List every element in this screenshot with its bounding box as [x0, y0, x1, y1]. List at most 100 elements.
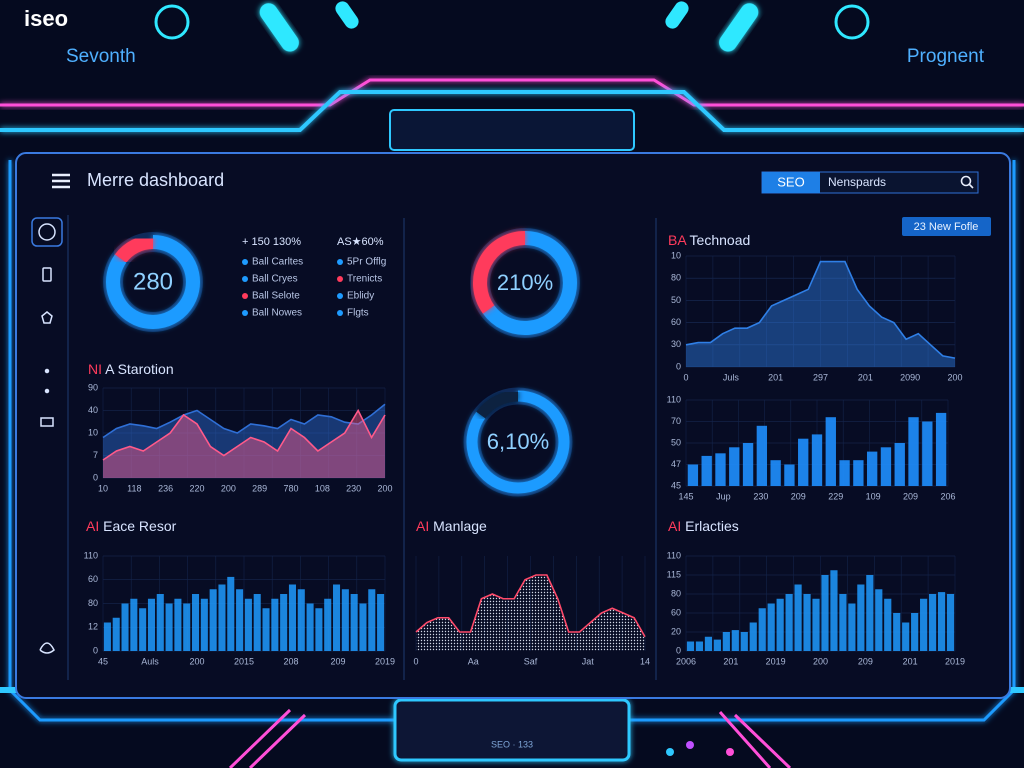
area-line [415, 574, 646, 638]
legend-header: AS★60% [337, 236, 384, 248]
bar [776, 598, 784, 651]
area-fill [416, 575, 645, 651]
area-fill [686, 261, 955, 367]
x-tick-label: 201 [768, 372, 783, 382]
y-tick-label: 0 [93, 472, 98, 482]
y-tick-label: 47 [671, 459, 681, 469]
legend-swatch [242, 276, 248, 282]
bar [174, 598, 182, 651]
x-tick-label: 2019 [945, 656, 965, 666]
y-tick-label: 0 [676, 645, 681, 655]
x-tick-label: 2006 [676, 656, 696, 666]
bar [908, 417, 919, 486]
chart-title-text: A Starotion [105, 361, 174, 377]
x-tick-label: 201 [723, 656, 738, 666]
y-tick-label: 80 [671, 588, 681, 598]
x-tick-label: 10 [98, 483, 108, 493]
y-tick-label: 45 [671, 480, 681, 490]
x-tick-label: Saf [524, 656, 538, 666]
donut-segment [466, 390, 570, 494]
y-tick-label: 10 [88, 427, 98, 437]
x-tick-label: 780 [283, 483, 298, 493]
x-tick-label: 297 [813, 372, 828, 382]
bar [306, 603, 314, 651]
donut-center-label: 280 [133, 268, 173, 295]
bar [742, 443, 754, 486]
y-tick-label: 0 [93, 645, 98, 655]
bar [324, 598, 332, 651]
chart-title-prefix: NI [88, 361, 102, 377]
x-tick-label: 45 [98, 656, 108, 666]
donut-center-label: 210% [497, 270, 553, 295]
bar [130, 598, 138, 651]
donut-segment [106, 235, 200, 329]
bar [288, 584, 296, 651]
x-tick-label: 229 [828, 491, 843, 501]
bar [715, 453, 726, 486]
bar [902, 622, 910, 651]
legend-header: + 150 130% [242, 236, 301, 248]
bar [884, 598, 892, 651]
y-tick-label: 12 [88, 622, 98, 632]
y-tick-label: 80 [88, 598, 98, 608]
chart-title-text: Manlage [433, 518, 487, 534]
bar [695, 641, 704, 651]
bar [704, 636, 713, 651]
search-icon[interactable] [960, 175, 974, 189]
bar [803, 594, 811, 651]
chart-title-prefix: AI [86, 518, 99, 534]
new-button[interactable] [902, 217, 991, 236]
bar [866, 575, 874, 651]
bar [767, 603, 775, 651]
chart-title-text: Erlacties [685, 518, 739, 534]
bar [785, 594, 793, 651]
y-tick-label: 90 [88, 382, 98, 392]
y-tick-label: 30 [671, 339, 681, 349]
y-tick-label: 60 [88, 574, 98, 584]
bar [368, 589, 376, 651]
bar [253, 594, 261, 651]
x-tick-label: 209 [858, 656, 873, 666]
bar [928, 594, 937, 651]
x-tick-label: Aa [468, 656, 479, 666]
bar [756, 425, 768, 486]
bar [853, 460, 864, 486]
y-tick-label: 20 [671, 626, 681, 636]
sidebar-icons[interactable] [31, 217, 63, 654]
bar [798, 438, 809, 486]
new-button-label: 23 New Fofle [914, 221, 979, 233]
chart-title-prefix: AI [668, 518, 681, 534]
bar [686, 641, 695, 651]
x-tick-label: 206 [940, 491, 955, 501]
bar [758, 608, 766, 651]
dashboard-panel [15, 152, 1011, 699]
x-tick-label: 201 [903, 656, 918, 666]
donut-segment [476, 390, 519, 419]
menu-icon[interactable] [52, 173, 70, 189]
bar [740, 632, 748, 651]
y-tick-label: 50 [671, 295, 681, 305]
bar [911, 613, 919, 651]
y-tick-label: 7 [93, 450, 98, 460]
bar [147, 598, 155, 651]
donut-segment [114, 235, 154, 263]
chart-title: AI Eace Resor [86, 518, 177, 534]
bar [377, 594, 385, 651]
legend-swatch [337, 310, 343, 316]
chart-title-text: Eace Resor [103, 518, 176, 534]
x-tick-label: 0 [683, 372, 688, 382]
top-left-label: Sevonth [66, 46, 136, 67]
legend-swatch [242, 310, 248, 316]
y-tick-label: 110 [667, 394, 681, 404]
x-tick-label: 209 [330, 656, 345, 666]
bar [839, 460, 850, 486]
bar [839, 594, 847, 651]
bar [794, 584, 802, 651]
bar [713, 639, 721, 651]
y-tick-label: 70 [671, 416, 681, 426]
y-tick-label: 40 [88, 405, 98, 415]
x-tick-label: 145 [678, 491, 693, 501]
y-tick-label: 110 [667, 550, 681, 560]
bar [165, 603, 173, 651]
donut-segment [482, 231, 577, 335]
